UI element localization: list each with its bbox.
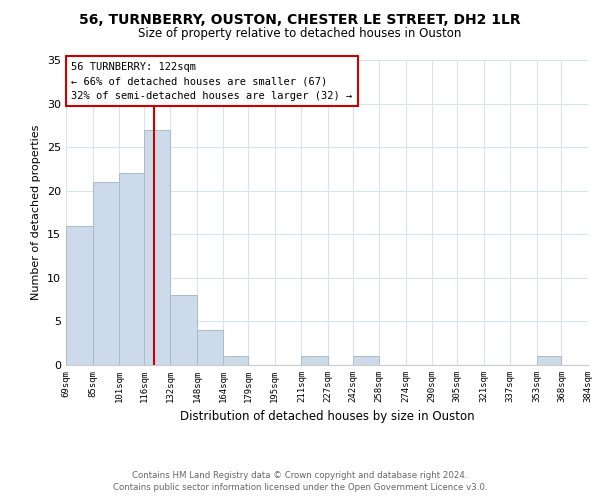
Bar xyxy=(66,226,92,365)
Bar xyxy=(170,296,197,365)
Y-axis label: Number of detached properties: Number of detached properties xyxy=(31,125,41,300)
Bar xyxy=(197,330,223,365)
Bar xyxy=(353,356,379,365)
Bar xyxy=(223,356,248,365)
Bar xyxy=(536,356,562,365)
Text: Contains HM Land Registry data © Crown copyright and database right 2024.
Contai: Contains HM Land Registry data © Crown c… xyxy=(113,471,487,492)
Text: 56 TURNBERRY: 122sqm
← 66% of detached houses are smaller (67)
32% of semi-detac: 56 TURNBERRY: 122sqm ← 66% of detached h… xyxy=(71,62,352,101)
Bar xyxy=(144,130,170,365)
Bar xyxy=(119,174,144,365)
Bar xyxy=(301,356,328,365)
Text: Size of property relative to detached houses in Ouston: Size of property relative to detached ho… xyxy=(139,28,461,40)
Bar xyxy=(92,182,119,365)
X-axis label: Distribution of detached houses by size in Ouston: Distribution of detached houses by size … xyxy=(179,410,475,424)
Text: 56, TURNBERRY, OUSTON, CHESTER LE STREET, DH2 1LR: 56, TURNBERRY, OUSTON, CHESTER LE STREET… xyxy=(79,12,521,26)
